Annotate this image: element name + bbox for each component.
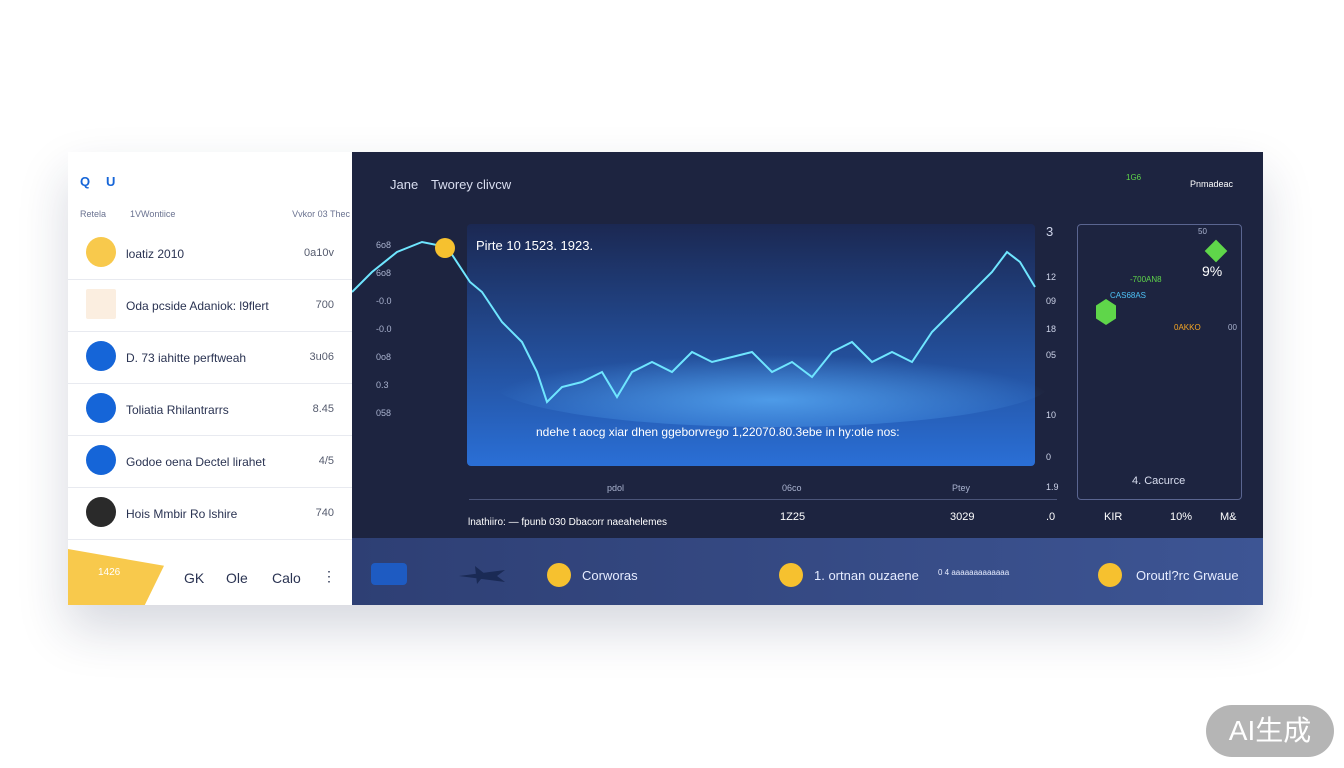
tab[interactable]: Calo: [272, 570, 301, 586]
bottom-value: 1Z25: [780, 511, 806, 523]
row-value: 0a10v: [304, 247, 334, 259]
bottom-value: 10%: [1170, 511, 1193, 523]
side-item: 9%: [1202, 263, 1223, 279]
logo: [371, 563, 407, 585]
side-item: 50: [1198, 227, 1207, 236]
tab[interactable]: Ole: [226, 570, 248, 586]
list-row[interactable]: Toliatia Rhilantrarrs 8.45: [68, 383, 352, 436]
bottom-value: lnathiiro: — fpunb 030 Dbacorr naeahelem…: [468, 517, 668, 528]
row-label: Godoe oena Dectel lirahet: [126, 455, 266, 469]
side-item: 0AKKO: [1174, 323, 1201, 332]
row-value: 8.45: [312, 403, 334, 415]
axis-label: -0.0: [376, 324, 392, 334]
side-card: 1G6 -700AN8 50 9% CAS68AS 0AKKO 00 4. Cacurce: [1077, 173, 1242, 500]
main-panel: Jane Tworey clivcw Pnmadeac Pirte 10 152…: [352, 152, 1263, 538]
bottom-value: 3029: [950, 511, 975, 523]
axis-label: 0o8: [376, 352, 392, 362]
column-header: Retela: [80, 209, 107, 219]
axis-label: 12: [1046, 272, 1057, 282]
strip-item[interactable]: 0 4 aaaaaaaaaaaaa: [938, 568, 1010, 577]
row-value: 3u06: [309, 351, 334, 363]
left-panel: Q U Retela 1VWontiice Vvkor 03 Thec loat…: [68, 152, 352, 605]
title: Jane: [390, 177, 419, 192]
axis-label: 3: [1046, 224, 1054, 239]
row-value: 700: [315, 299, 334, 311]
axis-label: 6o8: [376, 240, 392, 250]
axis-label: 10: [1046, 410, 1057, 420]
row-icon: [86, 445, 116, 475]
x-label: pdol: [607, 483, 625, 493]
strip-item[interactable]: Corworas: [582, 568, 638, 583]
bottom-value: M&: [1220, 511, 1237, 523]
icon: U: [106, 174, 116, 189]
divider: [469, 499, 1057, 500]
chart-caption: Pirte 10 1523. 1923.: [476, 238, 594, 253]
icon: Q: [80, 174, 91, 189]
axis-label: -0.0: [376, 296, 392, 306]
menu-icon[interactable]: ⋮: [322, 568, 336, 584]
axis-label: 0: [1046, 452, 1052, 462]
plane-icon: [459, 566, 505, 584]
list-row[interactable]: loatiz 2010 0a10v: [68, 227, 352, 280]
x-label: 06co: [782, 483, 802, 493]
coin: [779, 563, 803, 587]
top-right-label[interactable]: Pnmadeac: [1190, 179, 1234, 189]
side-item: -700AN8: [1130, 275, 1162, 284]
badge: 1426: [98, 567, 121, 578]
row-label: loatiz 2010: [126, 247, 185, 261]
side-item: 1G6: [1126, 173, 1142, 182]
chart-art: [352, 224, 1052, 466]
row-label: Oda pcside Adaniok: l9flert: [126, 299, 269, 313]
gem-icon: [1096, 299, 1116, 325]
list-row[interactable]: Hois Mmbir Ro lshire 740: [68, 487, 352, 540]
axis-label: 6o8: [376, 268, 392, 278]
side-item: CAS68AS: [1110, 291, 1147, 300]
dashboard-card: Q U Retela 1VWontiice Vvkor 03 Thec loat…: [68, 152, 1263, 605]
coin: [547, 563, 571, 587]
row-label: Hois Mmbir Ro lshire: [126, 507, 238, 521]
axis-label: 18: [1046, 324, 1057, 334]
strip-item[interactable]: 1. ortnan ouzaene: [814, 568, 919, 583]
row-value: 740: [315, 507, 334, 519]
axis-label: 0.3: [376, 380, 389, 390]
row-icon: [86, 341, 116, 371]
list-row[interactable]: Godoe oena Dectel lirahet 4/5: [68, 435, 352, 488]
glow: [492, 337, 1052, 427]
row-icon: [86, 237, 116, 267]
tab[interactable]: GK: [184, 570, 205, 586]
side-footer[interactable]: 4. Cacurce: [1132, 475, 1186, 487]
column-header: Vvkor 03 Thec: [292, 209, 350, 219]
row-label: Toliatia Rhilantrarrs: [126, 403, 229, 417]
row-icon: [86, 393, 116, 423]
watermark: AI生成: [1206, 705, 1334, 757]
list-row[interactable]: Oda pcside Adaniok: l9flert 700: [68, 279, 352, 332]
strip-item[interactable]: Oroutl?rc Grwaue: [1136, 568, 1239, 583]
row-icon: [86, 289, 116, 319]
chart-note: ndehe t aocg xiar dhen ggeborvrego 1,220…: [536, 425, 900, 439]
coin: [1098, 563, 1122, 587]
row-label: D. 73 iahitte perftweah: [126, 351, 247, 365]
bottom-value: .0: [1046, 511, 1056, 523]
row-icon: [86, 497, 116, 527]
list-row[interactable]: D. 73 iahitte perftweah 3u06: [68, 331, 352, 384]
x-label: Ptey: [952, 483, 971, 493]
bottom-value: KIR: [1104, 511, 1123, 523]
price-line: [352, 240, 1036, 404]
subtitle: Tworey clivcw: [431, 177, 512, 192]
bottom-strip: Corworas 1. ortnan ouzaene 0 4 aaaaaaaaaaa…: [352, 538, 1263, 605]
axis-label: 09: [1046, 296, 1057, 306]
row-value: 4/5: [318, 455, 334, 467]
column-header: 1VWontiice: [130, 209, 176, 219]
axis-label: 05: [1046, 350, 1057, 360]
axis-label: 1.9: [1046, 482, 1059, 492]
marker: [435, 238, 455, 258]
axis-label: 058: [376, 408, 392, 418]
left-footer: 1426 GK Ole Calo ⋮: [68, 549, 352, 605]
gem-icon: [1204, 239, 1228, 263]
side-item: 00: [1228, 323, 1237, 332]
